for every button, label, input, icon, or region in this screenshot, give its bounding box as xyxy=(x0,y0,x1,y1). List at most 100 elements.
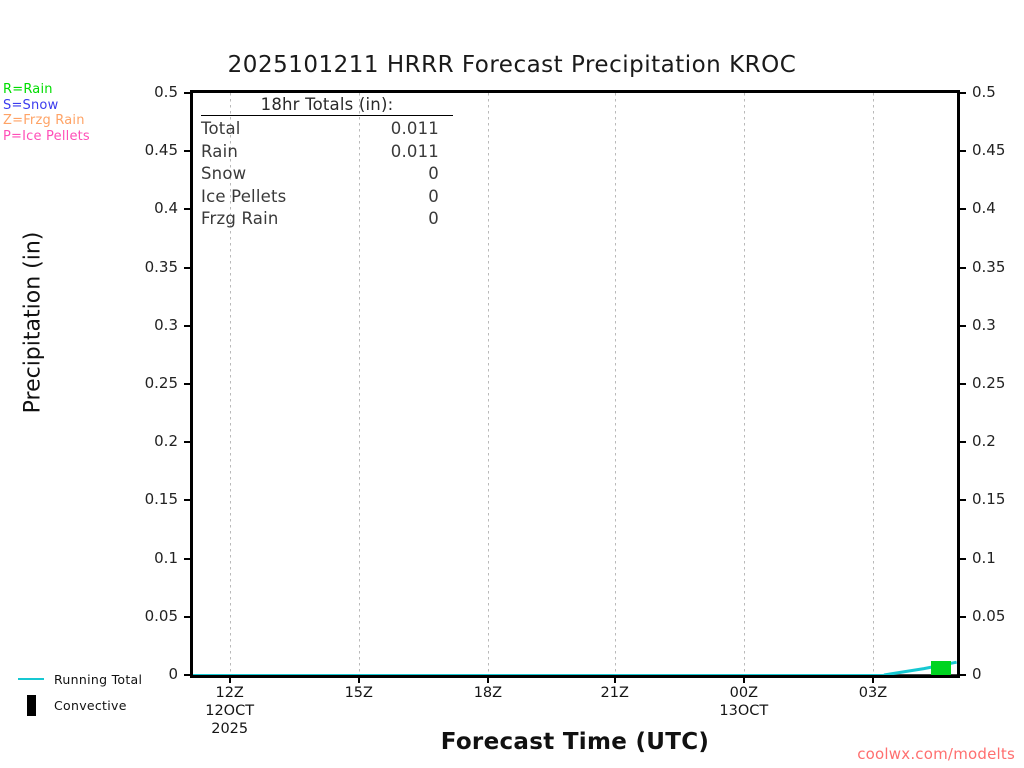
totals-box: 18hr Totals (in): Total 0.011 Rain 0.011 Sno… xyxy=(201,95,453,231)
x-tick-mark xyxy=(613,675,616,683)
y-tick-label: 0.35 xyxy=(144,257,178,276)
y-tick-mark xyxy=(184,150,192,153)
y-tick-mark xyxy=(184,557,192,560)
y-tick-label: 0.3 xyxy=(154,315,178,334)
y-tick-label: 0.25 xyxy=(144,374,178,392)
legend-label: Convective xyxy=(54,697,127,713)
running-total-line xyxy=(193,673,885,675)
totals-row: Snow 0 xyxy=(201,163,453,186)
x-tick-mark xyxy=(228,675,231,683)
totals-row-label: Rain xyxy=(201,141,239,161)
y-tick-label-right: 0.5 xyxy=(972,83,996,101)
totals-row-label: Frzg Rain xyxy=(201,209,279,228)
plot-inner: R 18hr Totals (in): Total0.011Rain0.011S… xyxy=(193,93,957,675)
gridline xyxy=(487,93,489,675)
y-tick-label-right: 0.25 xyxy=(972,374,1006,392)
gridline xyxy=(229,93,231,675)
y-tick-mark-right xyxy=(958,441,966,444)
y-tick-mark xyxy=(184,266,192,269)
y-tick-label-right: 0 xyxy=(972,665,982,683)
y-tick-label: 0.5 xyxy=(154,83,178,101)
x-tick-mark xyxy=(871,675,874,683)
x-tick-label: 12Z xyxy=(215,685,244,701)
plot-area: R 18hr Totals (in): Total0.011Rain0.011S… xyxy=(190,90,960,678)
y-tick-mark xyxy=(184,324,192,327)
y-tick-label-right: 0.05 xyxy=(972,606,1006,625)
totals-rows: Total 0.011 Rain 0.011 Snow 0 Ice Pellets 0 Frzg… xyxy=(201,118,453,231)
x-axis-title: Forecast Time (UTC) xyxy=(440,729,710,755)
x-tick-sublabel-year: 2025 xyxy=(211,721,249,737)
totals-row-label: Ice Pellets xyxy=(201,186,287,206)
y-tick-mark xyxy=(184,615,192,618)
running-total-rise xyxy=(884,660,957,675)
totals-row: Frzg Rain 0 xyxy=(201,208,453,231)
page-title: 2025101211 HRRR Forecast Precipitation K… xyxy=(227,52,797,78)
legend-swatch xyxy=(8,694,54,716)
y-tick-mark-right xyxy=(958,499,966,502)
y-tick-mark-right xyxy=(958,208,966,211)
y-tick-label: 0.15 xyxy=(144,490,178,509)
y-tick-mark-right xyxy=(958,615,966,618)
totals-row-value: 0.011 xyxy=(390,119,439,138)
legend-swatch xyxy=(8,677,54,681)
y-tick-mark xyxy=(184,383,192,385)
y-tick-label: 0.45 xyxy=(144,141,178,160)
y-tick-mark xyxy=(184,441,192,444)
totals-row-value: 0 xyxy=(428,186,439,206)
legend-entry: Running Total xyxy=(8,666,142,692)
y-tick-label-right: 0.45 xyxy=(972,141,1006,160)
x-tick-mark xyxy=(486,675,489,683)
x-tick-mark xyxy=(357,675,360,683)
precip-key-item: R=Rain xyxy=(3,82,53,97)
y-axis-title: Precipitation (in) xyxy=(20,231,46,414)
x-tick-label: 18Z xyxy=(473,685,503,701)
x-tick-sublabel: 12OCT xyxy=(205,703,255,719)
totals-row-value: 0 xyxy=(428,209,439,228)
precip-key-item: S=Snow xyxy=(3,97,59,113)
x-tick-mark xyxy=(742,675,745,683)
y-tick-mark xyxy=(184,92,192,94)
y-tick-mark-right xyxy=(958,674,966,676)
x-tick-sublabel: 13OCT xyxy=(719,703,769,719)
precip-key-item: Z=Frzg Rain xyxy=(3,113,85,128)
totals-heading: 18hr Totals (in): xyxy=(201,95,453,116)
y-tick-label: 0.4 xyxy=(154,199,178,218)
y-tick-mark-right xyxy=(958,383,966,385)
y-tick-label: 0 xyxy=(168,665,178,683)
watermark: coolwx.com/modelts xyxy=(857,745,1015,763)
x-tick-label: 15Z xyxy=(344,685,373,701)
y-tick-label-right: 0.15 xyxy=(972,490,1006,509)
precip-key-item: P=Ice Pellets xyxy=(3,128,90,144)
y-tick-label: 0.2 xyxy=(154,432,178,451)
y-tick-label-right: 0.1 xyxy=(972,548,996,567)
x-tick-label: 03Z xyxy=(858,685,888,701)
y-tick-mark xyxy=(184,674,192,676)
y-tick-label-right: 0.35 xyxy=(972,257,1006,276)
gridline xyxy=(614,93,616,675)
bar-swatch-icon xyxy=(26,694,36,716)
gridline xyxy=(358,93,360,675)
y-tick-label: 0.05 xyxy=(144,606,178,625)
y-tick-mark xyxy=(184,499,192,502)
y-tick-mark-right xyxy=(958,324,966,327)
legend-entry: Convective xyxy=(8,692,142,718)
totals-row-value: 0 xyxy=(428,164,439,183)
gridline xyxy=(743,93,745,675)
totals-row-value: 0.011 xyxy=(390,141,439,161)
totals-row-label: Total xyxy=(201,119,241,138)
totals-row: Total 0.011 xyxy=(201,118,453,141)
y-tick-label-right: 0.2 xyxy=(972,432,996,451)
y-tick-mark-right xyxy=(958,266,966,269)
x-tick-label: 00Z xyxy=(729,685,759,701)
totals-row: Ice Pellets 0 xyxy=(201,186,453,209)
y-tick-mark xyxy=(184,208,192,211)
legend-label: Running Total xyxy=(54,671,143,687)
y-tick-label: 0.1 xyxy=(154,548,178,567)
precip-type-key: R=Rain S=Snow Z=Frzg Rain P=Ice Pellets xyxy=(3,82,90,144)
gridline xyxy=(872,93,874,675)
y-tick-label-right: 0.4 xyxy=(972,199,996,218)
precip-bar xyxy=(931,661,951,675)
series-legend: Running Total Convective xyxy=(8,666,142,718)
y-tick-mark-right xyxy=(958,92,966,94)
x-tick-label: 21Z xyxy=(600,685,629,701)
